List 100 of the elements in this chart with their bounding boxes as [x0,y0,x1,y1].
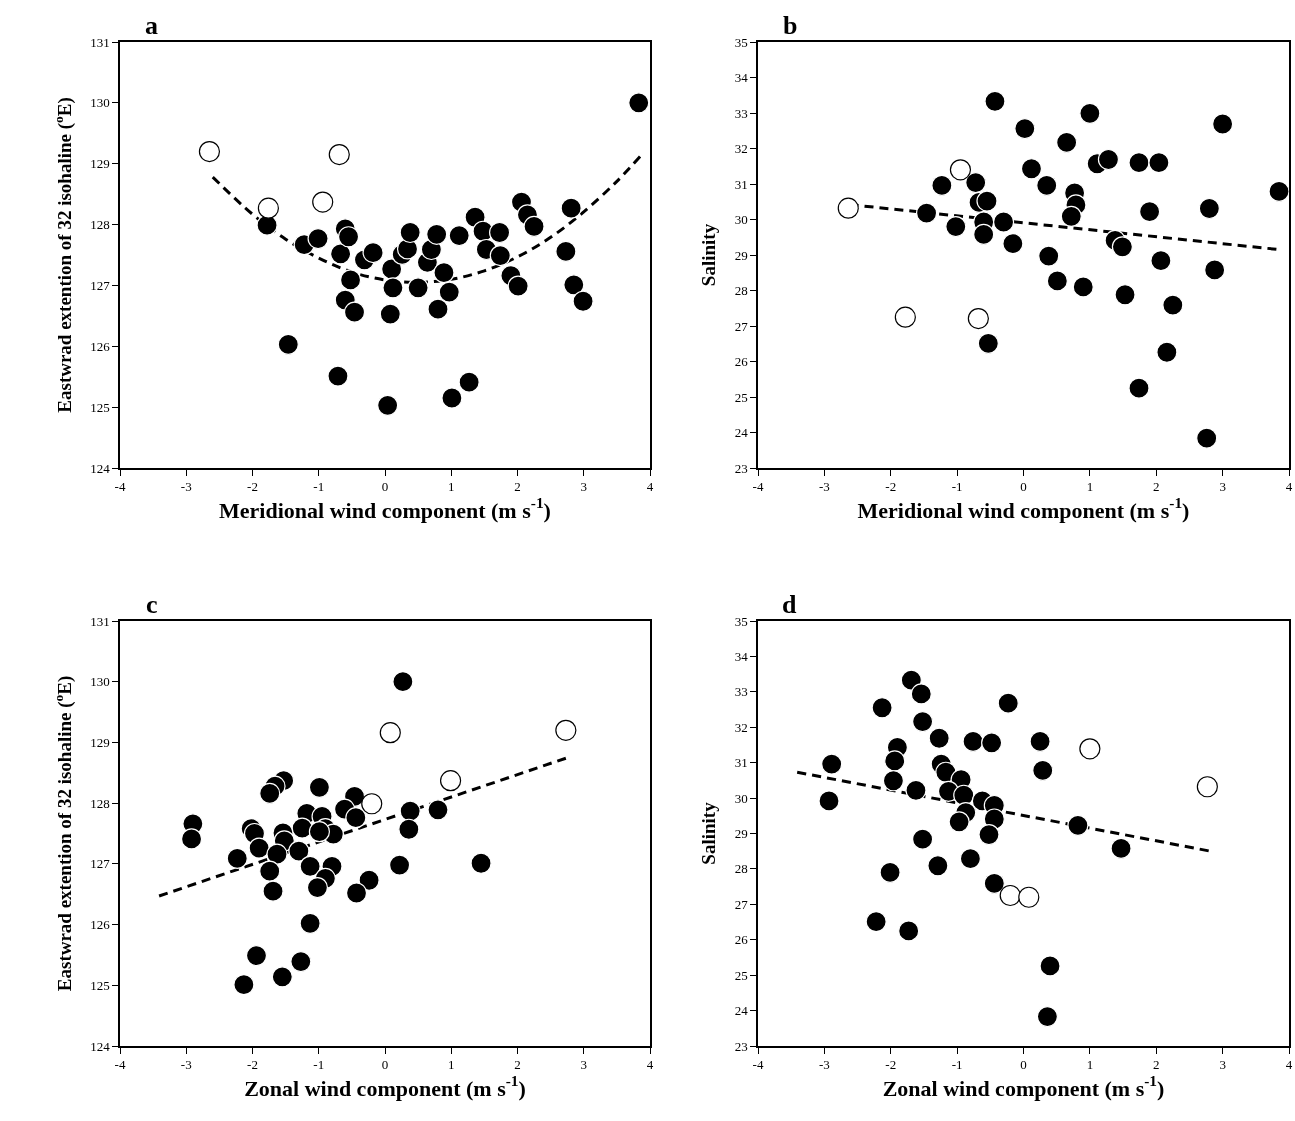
y-tick-label: 131 [90,34,110,50]
y-tick-label: 31 [734,176,748,192]
point [993,211,1015,233]
point [999,884,1021,907]
x-tick-label: -4 [114,479,126,495]
x-tick-label: -2 [247,479,258,495]
point [1268,180,1290,203]
point [912,710,934,733]
y-axis-title: Salinity [698,223,719,287]
point [628,92,650,114]
x-tick-label: 1 [448,1057,455,1073]
y-tick-label: 24 [734,425,749,441]
point [245,944,268,967]
x-tick-label: -3 [818,479,830,495]
point [306,876,329,899]
point [256,214,278,236]
chart-title: a [145,11,158,40]
point [438,281,460,303]
point [1039,955,1061,977]
x-tick-label: 2 [514,1057,521,1073]
point [337,226,360,248]
point [1038,245,1060,267]
point [427,799,449,821]
point [379,303,401,325]
x-tick-label: 1 [1086,1057,1094,1073]
chart-title: c [146,590,158,619]
y-tick-label: 128 [90,217,110,233]
point [377,394,399,416]
point [818,790,840,812]
point [441,387,463,409]
point [433,262,455,284]
point [523,215,545,237]
point [398,818,420,840]
point [978,823,1000,846]
point [343,301,366,323]
x-tick-label: -2 [247,1057,258,1073]
x-tick-label: 4 [1285,1057,1293,1073]
x-tick-label: -4 [752,479,764,495]
point [959,848,981,870]
point [894,306,916,328]
x-tick-label: 2 [514,479,521,495]
y-tick-label: 124 [90,460,111,476]
y-tick-label: 35 [734,613,748,629]
point [555,719,577,741]
y-tick-label: 29 [734,247,748,263]
y-tick-label: 125 [90,977,110,993]
point [821,753,843,775]
point [1148,152,1170,174]
y-tick-label: 33 [734,105,748,121]
point [945,216,967,238]
point [288,840,310,862]
point [1128,152,1150,174]
point [1196,427,1218,449]
point [981,732,1003,754]
y-tick-label: 127 [90,277,111,293]
point [308,776,331,798]
x-tick-label: -3 [818,1057,830,1073]
x-tick-label: -4 [752,1057,764,1073]
y-tick-label: 26 [734,354,749,370]
x-tick-label: 4 [646,479,654,495]
point [248,837,270,859]
point [1196,776,1218,798]
point [1036,174,1058,197]
y-tick-label: 129 [90,156,110,172]
y-tick-label: 23 [734,1038,748,1054]
point [379,722,401,744]
y-tick-label: 32 [734,141,748,157]
x-axis-title: Zonal wind component (m s$^{-1}$) [244,1072,526,1101]
point [345,807,367,829]
point [1079,102,1101,124]
point [339,269,362,291]
point [931,174,953,197]
point [1212,113,1234,135]
point [997,692,1019,714]
point [327,365,349,387]
point [879,861,901,884]
y-tick-label: 28 [734,861,748,877]
chart-title: d [782,590,797,619]
point [965,171,987,194]
point [470,852,492,874]
point [560,197,582,219]
x-tick-label: 2 [1153,479,1160,495]
point [262,880,284,902]
point [1020,158,1043,180]
point [259,782,281,805]
y-tick-label: 29 [734,826,748,842]
point [507,275,529,297]
point [884,750,906,772]
point [399,221,421,244]
point [912,828,934,850]
y-tick-label: 27 [734,896,749,912]
point [1002,233,1024,255]
point [330,243,352,265]
point [1150,250,1172,272]
point [290,951,312,973]
x-axis-title: Meridional wind component (m s$^{-1}$) [857,494,1190,523]
y-tick-label: 24 [734,1003,749,1019]
point [382,277,404,299]
point [362,241,384,264]
x-tick-label: -1 [951,1057,963,1073]
